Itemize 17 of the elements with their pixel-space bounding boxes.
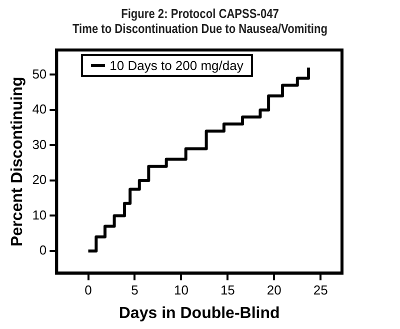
x-tick-label: 0 <box>84 282 92 298</box>
y-tick-label: 50 <box>32 66 47 82</box>
x-tick-label: 20 <box>266 282 282 298</box>
x-tick-label: 15 <box>220 282 235 298</box>
y-tick-label: 0 <box>39 242 47 258</box>
legend-label: 10 Days to 200 mg/day <box>110 58 244 73</box>
y-axis-title: Percent Discontinuing <box>9 76 26 246</box>
chart-subtitle: Time to Discontinuation Due to Nausea/Vomiting <box>72 21 328 36</box>
x-tick-label: 5 <box>131 282 138 298</box>
y-tick-label: 20 <box>32 172 47 188</box>
chart-title: Figure 2: Protocol CAPSS-047 <box>120 6 280 21</box>
x-tick-label: 25 <box>313 282 328 298</box>
y-tick-label: 40 <box>32 102 47 117</box>
x-axis-title: Days in Double-Blind <box>118 304 280 322</box>
y-tick-label: 30 <box>32 136 47 152</box>
x-tick-label: 10 <box>174 282 188 298</box>
y-tick-label: 10 <box>32 207 47 222</box>
